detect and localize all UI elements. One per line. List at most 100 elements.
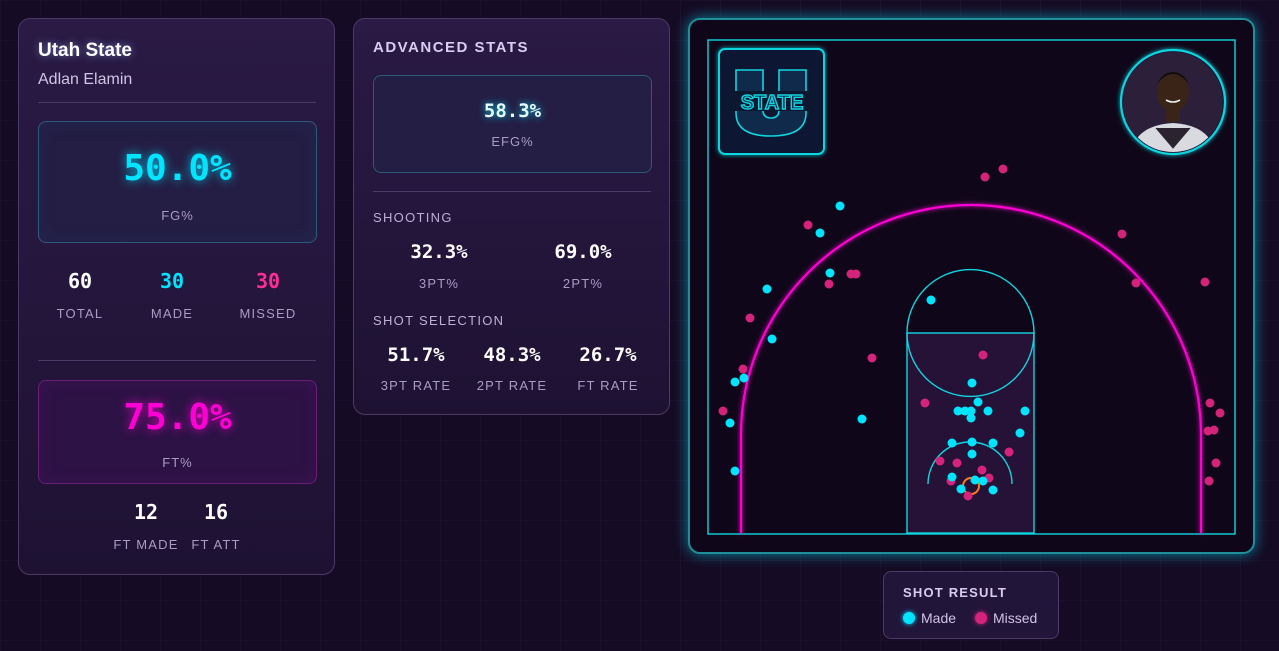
made-shot-marker <box>973 397 983 407</box>
divider <box>373 191 651 192</box>
three-point-line <box>739 203 1203 533</box>
made-shot-marker <box>983 406 993 416</box>
total-shots-label: TOTAL <box>56 306 104 321</box>
three-pt-pct-value: 32.3% <box>410 241 468 263</box>
missed-shot-marker <box>1204 476 1214 486</box>
court-boundary <box>707 39 1236 535</box>
missed-dot-icon <box>975 612 987 624</box>
missed-shots-label: MISSED <box>239 306 297 321</box>
missed-shot-marker <box>1205 398 1215 408</box>
shot-chart: STATE <box>707 39 1236 535</box>
missed-shot-marker <box>963 491 973 501</box>
two-pt-pct-value: 69.0% <box>554 241 612 263</box>
missed-shot-marker <box>745 313 755 323</box>
missed-shot-marker <box>718 406 728 416</box>
missed-shot-marker <box>998 164 1008 174</box>
legend-missed-label: Missed <box>993 610 1038 626</box>
logo-text: STATE <box>741 92 804 114</box>
two-pt-pct-label: 2PT% <box>562 276 604 291</box>
missed-shot-marker <box>1209 425 1219 435</box>
made-shot-marker <box>730 377 740 387</box>
missed-shot-marker <box>1211 458 1221 468</box>
ft-percentage-card: 75.0% FT% <box>38 380 317 484</box>
made-shot-marker <box>1020 406 1030 416</box>
made-shot-marker <box>835 201 845 211</box>
made-shot-marker <box>725 418 735 428</box>
missed-shot-marker <box>738 364 748 374</box>
player-name: Adlan Elamin <box>38 71 133 88</box>
player-summary-panel: Utah State Adlan Elamin 50.0% FG% 60 TOT… <box>18 18 335 575</box>
legend-item-made[interactable]: Made <box>903 610 956 626</box>
missed-shot-marker <box>952 458 962 468</box>
missed-shot-marker <box>980 172 990 182</box>
missed-shot-marker <box>1200 277 1210 287</box>
missed-shot-marker <box>1131 278 1141 288</box>
missed-shot-marker <box>920 398 930 408</box>
three-pt-pct-label: 3PT% <box>418 276 460 291</box>
legend-title: SHOT RESULT <box>903 585 1007 600</box>
ft-made-value: 12 <box>133 500 159 524</box>
paint <box>906 332 1035 534</box>
fg-percentage-label: FG% <box>161 208 194 223</box>
legend-made-label: Made <box>921 610 957 626</box>
made-shot-marker <box>762 284 772 294</box>
missed-shot-marker <box>1215 408 1225 418</box>
total-shots-value: 60 <box>67 269 93 293</box>
missed-shot-marker <box>803 220 813 230</box>
efg-label: EFG% <box>491 134 534 149</box>
missed-shot-marker <box>824 279 834 289</box>
three-pt-rate-value: 51.7% <box>387 344 445 366</box>
player-avatar <box>1119 48 1227 156</box>
free-throw-circle-bottom <box>906 332 1035 398</box>
two-pt-rate-label: 2PT RATE <box>476 378 548 393</box>
divider <box>38 102 316 103</box>
legend-item-missed[interactable]: Missed <box>975 610 1037 626</box>
shooting-section-title: SHOOTING <box>373 210 453 225</box>
shot-chart-panel: STATE <box>688 18 1255 554</box>
team-name: Utah State <box>38 40 132 61</box>
made-shot-marker <box>730 466 740 476</box>
fg-percentage-value: 50.0% <box>123 148 232 189</box>
missed-shot-marker <box>867 353 877 363</box>
ft-made-label: FT MADE <box>113 537 179 552</box>
shot-selection-section-title: SHOT SELECTION <box>373 313 505 328</box>
ft-att-label: FT ATT <box>191 537 241 552</box>
ft-rate-label: FT RATE <box>577 378 639 393</box>
ft-percentage-value: 75.0% <box>123 397 232 438</box>
made-shot-marker <box>988 438 998 448</box>
made-shots-label: MADE <box>150 306 194 321</box>
divider <box>38 360 316 361</box>
missed-shot-marker <box>977 465 987 475</box>
made-shot-marker <box>767 334 777 344</box>
efg-value: 58.3% <box>483 100 542 122</box>
two-pt-rate-value: 48.3% <box>483 344 541 366</box>
missed-shot-marker <box>935 456 945 466</box>
missed-shot-marker <box>1004 447 1014 457</box>
ft-att-value: 16 <box>203 500 229 524</box>
ft-percentage-label: FT% <box>162 455 193 470</box>
made-shot-marker <box>815 228 825 238</box>
made-shot-marker <box>926 295 936 305</box>
made-shot-marker <box>947 472 957 482</box>
made-shot-marker <box>988 485 998 495</box>
missed-shot-marker <box>1117 229 1127 239</box>
three-pt-rate-label: 3PT RATE <box>380 378 452 393</box>
utah-state-logo-icon: STATE <box>718 48 825 155</box>
made-shot-marker <box>857 414 867 424</box>
made-shot-marker <box>966 413 976 423</box>
made-shot-marker <box>970 475 980 485</box>
efg-card: 58.3% EFG% <box>373 75 652 173</box>
made-shot-marker <box>978 476 988 486</box>
made-shots-value: 30 <box>159 269 185 293</box>
made-shot-marker <box>739 373 749 383</box>
missed-shot-marker <box>978 350 988 360</box>
advanced-stats-panel: ADVANCED STATS 58.3% EFG% SHOOTING 32.3%… <box>353 18 670 415</box>
made-shot-marker <box>967 437 977 447</box>
made-shot-marker <box>967 378 977 388</box>
made-dot-icon <box>903 612 915 624</box>
shot-result-legend: SHOT RESULT Made Missed <box>883 571 1059 639</box>
fg-percentage-card: 50.0% FG% <box>38 121 317 243</box>
shot-markers <box>718 164 1225 501</box>
made-shot-marker <box>966 406 976 416</box>
made-shot-marker <box>956 484 966 494</box>
